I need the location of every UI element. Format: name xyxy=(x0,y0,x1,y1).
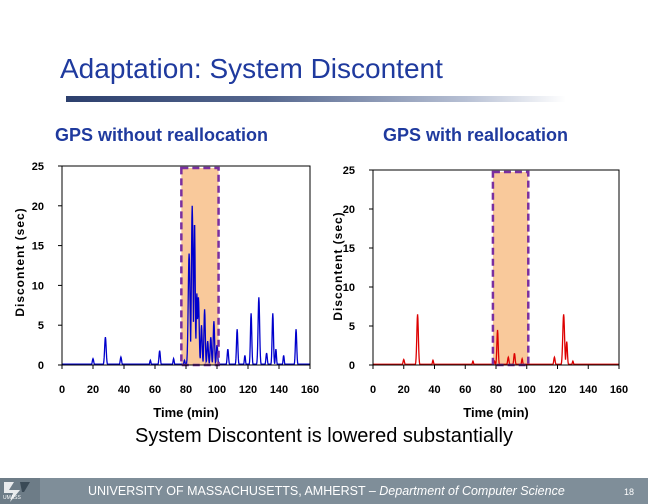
left-ytick-label: 15 xyxy=(32,241,44,253)
left-xtick-label: 140 xyxy=(270,384,288,396)
left-xlabel: Time (min) xyxy=(153,405,219,420)
right-xtick-label: 20 xyxy=(398,384,410,396)
right-xlabel: Time (min) xyxy=(463,405,529,420)
left-xtick-label: 120 xyxy=(239,384,257,396)
left-xtick-label: 40 xyxy=(118,384,130,396)
left-xtick-label: 160 xyxy=(301,384,319,396)
left-ytick-label: 0 xyxy=(38,360,44,372)
right-ytick-label: 10 xyxy=(343,282,355,294)
umass-logo: UMASS xyxy=(0,478,40,504)
right-ytick-label: 25 xyxy=(343,165,355,177)
page-number: 18 xyxy=(624,487,635,497)
footer-university: UNIVERSITY OF MASSACHUSETTS, AMHERST – xyxy=(88,484,380,498)
right-xtick-label: 80 xyxy=(490,384,502,396)
slide-subtitle: System Discontent is lowered substantial… xyxy=(135,425,513,447)
left-xtick-label: 20 xyxy=(87,384,99,396)
right-ytick-label: 0 xyxy=(349,360,355,372)
left-highlight-border xyxy=(180,166,220,367)
left-ytick-label: 25 xyxy=(32,161,44,173)
left-xtick-label: 0 xyxy=(59,384,65,396)
left-ytick-label: 20 xyxy=(32,201,44,213)
right-xtick-label: 100 xyxy=(518,384,536,396)
logo-text: UMASS xyxy=(3,495,21,501)
right-ylabel: Discontent (sec) xyxy=(331,211,345,320)
right-chart-title: GPS with reallocation xyxy=(383,125,569,145)
umass-logo-icon xyxy=(4,482,30,502)
right-xtick-label: 40 xyxy=(428,384,440,396)
right-xtick-label: 160 xyxy=(610,384,628,396)
right-ytick-label: 20 xyxy=(343,204,355,216)
left-ylabel: Discontent (sec) xyxy=(13,207,27,316)
slide-title: Adaptation: System Discontent xyxy=(60,53,443,84)
right-ytick-label: 15 xyxy=(343,243,355,255)
right-ytick-label: 5 xyxy=(349,321,355,333)
left-xtick-label: 100 xyxy=(208,384,226,396)
right-xtick-label: 0 xyxy=(370,384,376,396)
left-ytick-label: 5 xyxy=(38,320,44,332)
footer-department: Department of Computer Science xyxy=(379,484,565,498)
right-highlight-region xyxy=(492,172,529,365)
left-ytick-label: 10 xyxy=(32,280,44,292)
right-series-line xyxy=(373,314,619,366)
right-xtick-label: 60 xyxy=(459,384,471,396)
left-xtick-label: 60 xyxy=(149,384,161,396)
left-xtick-label: 80 xyxy=(180,384,192,396)
right-xtick-label: 120 xyxy=(548,384,566,396)
right-xtick-label: 140 xyxy=(579,384,597,396)
footer-bar xyxy=(0,478,648,504)
title-underline xyxy=(66,96,566,102)
left-chart-title: GPS without reallocation xyxy=(55,125,269,145)
footer-institution: UNIVERSITY OF MASSACHUSETTS, AMHERST – D… xyxy=(88,484,565,498)
